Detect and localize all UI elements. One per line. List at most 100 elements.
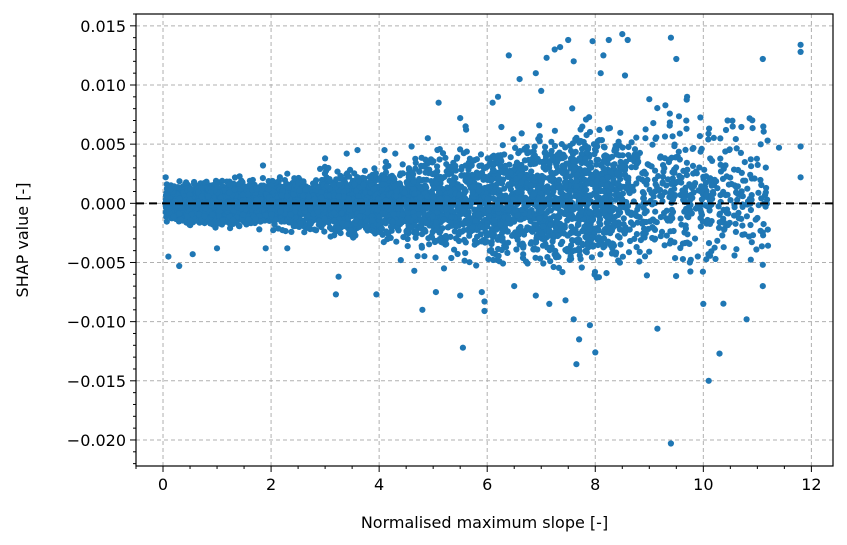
scatter-point xyxy=(550,263,557,271)
scatter-point xyxy=(163,218,170,225)
scatter-point xyxy=(546,160,553,167)
scatter-point xyxy=(586,200,593,207)
scatter-point xyxy=(690,144,697,152)
scatter-point xyxy=(461,257,468,264)
scatter-point xyxy=(708,248,715,255)
scatter-point xyxy=(346,173,353,180)
scatter-point xyxy=(400,234,407,241)
scatter-point xyxy=(714,237,721,244)
scatter-point xyxy=(749,125,756,132)
scatter-point xyxy=(732,136,739,143)
scatter-point xyxy=(634,219,641,226)
scatter-point xyxy=(499,234,506,241)
scatter-point xyxy=(381,176,388,183)
scatter-point xyxy=(614,169,621,177)
scatter-point xyxy=(764,242,772,249)
scatter-point xyxy=(610,176,617,183)
scatter-point xyxy=(703,256,710,263)
scatter-point xyxy=(413,228,420,235)
scatter-point xyxy=(334,168,341,175)
scatter-point xyxy=(706,207,713,214)
scatter-point xyxy=(633,134,640,141)
scatter-point xyxy=(726,219,733,226)
scatter-point xyxy=(445,171,452,178)
scatter-point xyxy=(562,246,569,254)
scatter-point xyxy=(542,143,549,151)
scatter-point xyxy=(747,156,754,163)
scatter-point xyxy=(620,215,627,222)
scatter-point xyxy=(623,185,630,192)
scatter-point xyxy=(476,162,483,169)
scatter-point xyxy=(508,180,515,187)
scatter-point xyxy=(477,231,484,238)
scatter-point xyxy=(361,175,368,182)
scatter-point xyxy=(650,120,657,127)
scatter-point xyxy=(732,220,739,227)
scatter-point xyxy=(715,224,723,231)
scatter-point xyxy=(576,252,583,259)
scatter-point xyxy=(461,190,468,197)
scatter-point xyxy=(625,143,632,151)
scatter-point xyxy=(671,185,678,192)
scatter-point xyxy=(728,180,735,188)
scatter-point xyxy=(489,161,496,168)
scatter-point xyxy=(591,151,598,158)
scatter-point xyxy=(746,115,753,122)
scatter-point xyxy=(566,188,573,195)
scatter-point xyxy=(687,268,694,275)
scatter-point xyxy=(473,262,480,269)
scatter-point xyxy=(259,175,266,182)
scatter-point xyxy=(705,240,713,247)
scatter-point xyxy=(461,236,468,243)
scatter-point xyxy=(677,244,684,252)
scatter-point xyxy=(731,204,738,211)
scatter-point xyxy=(270,227,277,234)
scatter-point xyxy=(382,169,390,176)
scatter-point xyxy=(738,169,745,176)
scatter-point xyxy=(640,190,648,197)
scatter-point xyxy=(641,225,648,232)
scatter-point xyxy=(453,235,460,242)
scatter-point xyxy=(592,169,600,176)
scatter-point xyxy=(720,300,727,307)
scatter-point xyxy=(605,125,612,132)
scatter-point xyxy=(705,130,712,137)
scatter-point xyxy=(649,234,656,242)
scatter-point xyxy=(682,225,690,232)
scatter-point xyxy=(735,209,742,216)
scatter-point xyxy=(483,164,490,171)
scatter-point xyxy=(355,193,362,200)
scatter-point xyxy=(454,154,461,161)
scatter-point xyxy=(579,123,586,130)
scatter-point xyxy=(331,217,338,224)
scatter-point xyxy=(687,191,694,199)
scatter-point xyxy=(494,236,501,243)
scatter-point xyxy=(451,246,458,253)
scatter-point xyxy=(333,176,340,183)
scatter-point xyxy=(503,220,510,227)
scatter-point xyxy=(626,190,633,197)
scatter-point xyxy=(696,164,703,171)
scatter-point xyxy=(738,188,745,195)
scatter-point xyxy=(719,232,726,239)
scatter-point xyxy=(747,256,754,263)
scatter-point xyxy=(417,225,424,232)
scatter-point xyxy=(729,123,736,130)
scatter-point xyxy=(588,254,596,261)
scatter-point xyxy=(451,228,458,235)
scatter-point xyxy=(355,178,362,185)
scatter-point xyxy=(741,231,748,238)
scatter-point xyxy=(462,249,469,257)
scatter-point xyxy=(600,229,608,236)
scatter-point xyxy=(399,161,406,168)
scatter-point xyxy=(701,166,708,173)
scatter-point xyxy=(321,170,328,177)
scatter-point xyxy=(510,136,517,143)
scatter-point xyxy=(754,161,761,168)
scatter-point xyxy=(586,128,594,136)
scatter-point xyxy=(541,174,548,181)
scatter-point xyxy=(325,164,332,172)
scatter-point xyxy=(418,242,425,249)
scatter-point xyxy=(661,242,668,249)
